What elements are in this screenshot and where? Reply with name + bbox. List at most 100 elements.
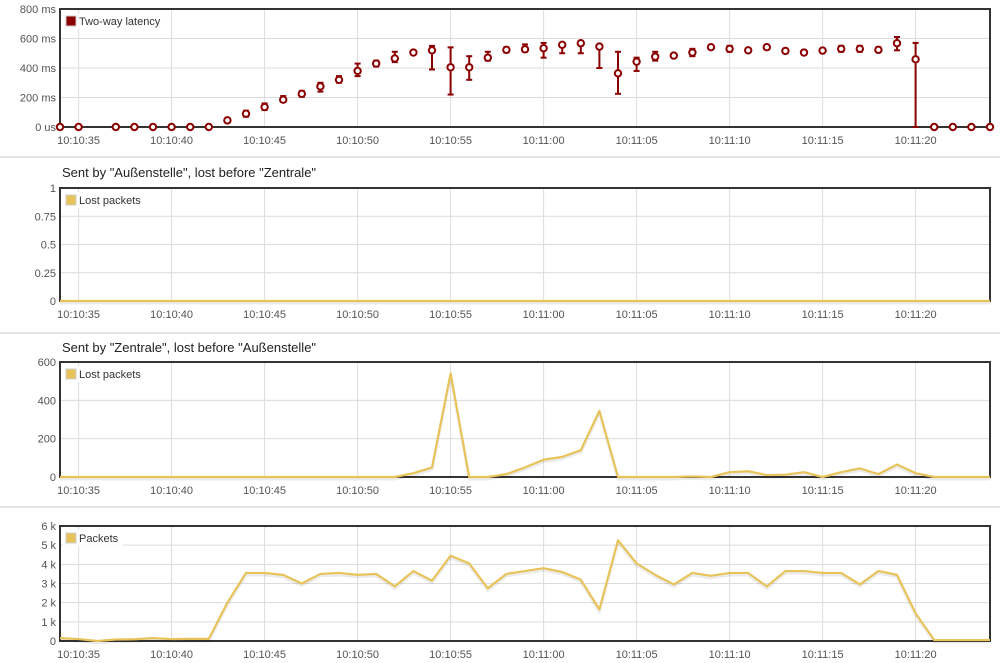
y-tick-label: 600 ms (20, 34, 57, 46)
series-line (60, 372, 990, 479)
lost-packets-to-aussenstelle-chart: 10:10:35 10:10:40 10:10:45 10:10:50 10:10:55… (38, 357, 991, 497)
x-tick-label: 10:11:15 (802, 309, 844, 321)
latency-point (186, 122, 195, 132)
legend-label: Packets (79, 533, 119, 545)
x-tick-label: 10:10:55 (429, 135, 472, 147)
legend-swatch (65, 532, 77, 544)
y-tick-label: 2 k (41, 598, 56, 610)
y-tick-label: 400 (38, 395, 56, 407)
legend-label: Lost packets (79, 195, 141, 207)
latency-point (241, 109, 251, 118)
series-shadow (59, 539, 990, 645)
latency-point (316, 82, 325, 91)
x-tick-label: 10:11:00 (523, 649, 565, 661)
latency-point (446, 63, 455, 72)
packets-chart: 10:10:35 10:10:40 10:10:45 10:10:50 10:10:55… (41, 521, 991, 661)
y-tick-label: 0.75 (35, 211, 56, 223)
x-tick-label: 10:10:40 (150, 135, 193, 147)
latency-point (465, 63, 474, 72)
latency-point (911, 55, 920, 64)
x-tick-label: 10:11:05 (616, 135, 658, 147)
y-tick-label: 200 (38, 434, 56, 446)
legend-swatch (65, 368, 77, 380)
latency-point (148, 122, 158, 132)
latency-point (111, 122, 121, 132)
x-tick-label: 10:10:50 (336, 649, 379, 661)
y-tick-label: 0.25 (35, 268, 56, 280)
latency-point (669, 51, 678, 60)
x-tick-label: 10:11:15 (802, 135, 844, 147)
x-tick-label: 10:11:15 (802, 485, 844, 497)
x-tick-label: 10:10:40 (150, 309, 193, 321)
x-tick-label: 10:11:10 (709, 649, 751, 661)
x-tick-label: 10:10:35 (57, 649, 100, 661)
x-tick-label: 10:10:55 (429, 485, 472, 497)
latency-point (520, 45, 530, 54)
legend-label: Lost packets (79, 369, 141, 381)
latency-point (334, 75, 344, 85)
legend-label: Two-way latency (79, 16, 161, 28)
latency-point (372, 59, 381, 68)
y-tick-label: 5 k (41, 540, 56, 552)
latency-point (985, 122, 995, 132)
x-tick-label: 10:10:35 (57, 135, 100, 147)
latency-point (74, 122, 83, 132)
x-tick-label: 10:10:50 (336, 485, 379, 497)
x-tick-label: 10:10:45 (243, 135, 286, 147)
x-tick-label: 10:10:40 (150, 649, 193, 661)
latency-point (948, 122, 957, 132)
y-tick-label: 1 (50, 183, 56, 195)
x-tick-label: 10:10:50 (336, 135, 379, 147)
lost-packets-to-zentrale-chart: 10:10:35 10:10:40 10:10:45 10:10:50 10:10:55… (35, 183, 991, 321)
latency-point (706, 43, 716, 52)
x-tick-label: 10:11:20 (895, 309, 937, 321)
latency-point (130, 122, 139, 132)
latency-point (260, 102, 269, 112)
latency-point (297, 89, 306, 99)
x-tick-label: 10:10:45 (243, 649, 286, 661)
y-tick-label: 200 ms (20, 93, 57, 105)
y-tick-label: 4 k (41, 559, 56, 571)
x-tick-label: 10:10:45 (243, 485, 286, 497)
plot-frame (59, 525, 991, 642)
plot-frame (59, 8, 991, 128)
series-line (59, 539, 990, 643)
x-tick-label: 10:10:55 (429, 309, 472, 321)
latency-point (818, 46, 827, 55)
chart-title-lost-to-aussenstelle: Sent by "Zentrale", lost before "Außenst… (62, 340, 316, 355)
y-tick-label: 1 k (41, 617, 56, 629)
y-tick-label: 0 (50, 296, 56, 308)
latency-point (781, 46, 790, 56)
latency-point (390, 54, 399, 63)
latency-point (892, 39, 902, 48)
x-tick-label: 10:11:10 (709, 309, 751, 321)
legend-swatch (65, 194, 77, 206)
y-tick-label: 600 (38, 357, 56, 369)
x-tick-label: 10:10:55 (429, 649, 472, 661)
x-tick-label: 10:11:05 (616, 309, 658, 321)
latency-point (967, 122, 976, 132)
latency-point (762, 43, 771, 52)
latency-point (502, 45, 511, 55)
legend-box (63, 530, 123, 546)
plot-frame (59, 361, 991, 478)
x-tick-label: 10:11:20 (895, 649, 937, 661)
latency-point (167, 122, 176, 132)
x-tick-label: 10:11:20 (895, 485, 937, 497)
y-tick-label: 6 k (41, 521, 56, 533)
latency-chart: 10:10:35 10:10:40 10:10:45 10:10:50 10:10:55… (20, 4, 995, 147)
latency-point (799, 48, 809, 57)
latency-point (613, 69, 623, 78)
x-tick-label: 10:11:15 (802, 649, 844, 661)
latency-point (576, 39, 585, 48)
latency-point (725, 44, 734, 54)
latency-point (744, 46, 753, 55)
legend-box (63, 366, 147, 382)
y-tick-label: 0 us (35, 122, 56, 134)
x-tick-label: 10:11:00 (523, 485, 565, 497)
x-tick-label: 10:11:05 (616, 649, 658, 661)
x-tick-label: 10:10:50 (336, 309, 379, 321)
latency-point (558, 40, 567, 50)
x-tick-label: 10:10:45 (243, 309, 286, 321)
x-tick-label: 10:10:35 (57, 309, 100, 321)
